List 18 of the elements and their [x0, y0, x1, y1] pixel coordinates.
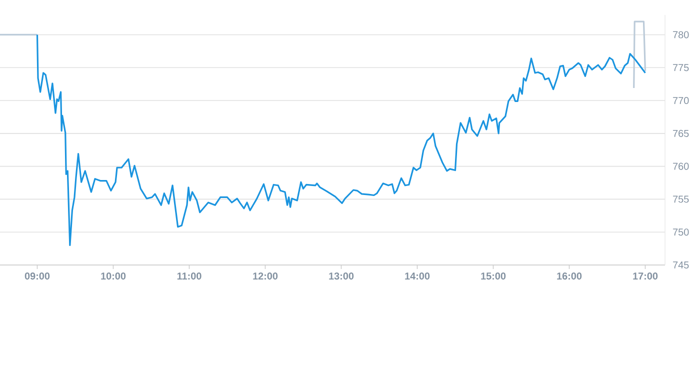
x-tick-label: 11:00 — [177, 272, 202, 280]
y-tick-label: 755 — [673, 196, 689, 203]
y-tick-label: 770 — [673, 97, 689, 104]
y-tick-label: 780 — [673, 31, 689, 38]
y-tick-label: 745 — [673, 262, 689, 268]
y-tick-label: 760 — [673, 162, 689, 170]
x-tick-label: 13:00 — [329, 272, 354, 280]
x-tick-label: 14:00 — [405, 272, 430, 280]
line-series — [36, 34, 646, 246]
x-tick-label: 17:00 — [633, 272, 658, 280]
x-tick-label: 16:00 — [557, 272, 582, 280]
y-tick-label: 750 — [673, 228, 689, 236]
y-tick-label: 775 — [673, 64, 689, 72]
x-tick-label: 10:00 — [101, 272, 126, 280]
x-tick-label: 12:00 — [253, 272, 278, 280]
x-tick-label: 15:00 — [481, 272, 506, 280]
y-tick-label: 765 — [673, 130, 689, 137]
x-tick-label: 09:00 — [24, 272, 50, 280]
